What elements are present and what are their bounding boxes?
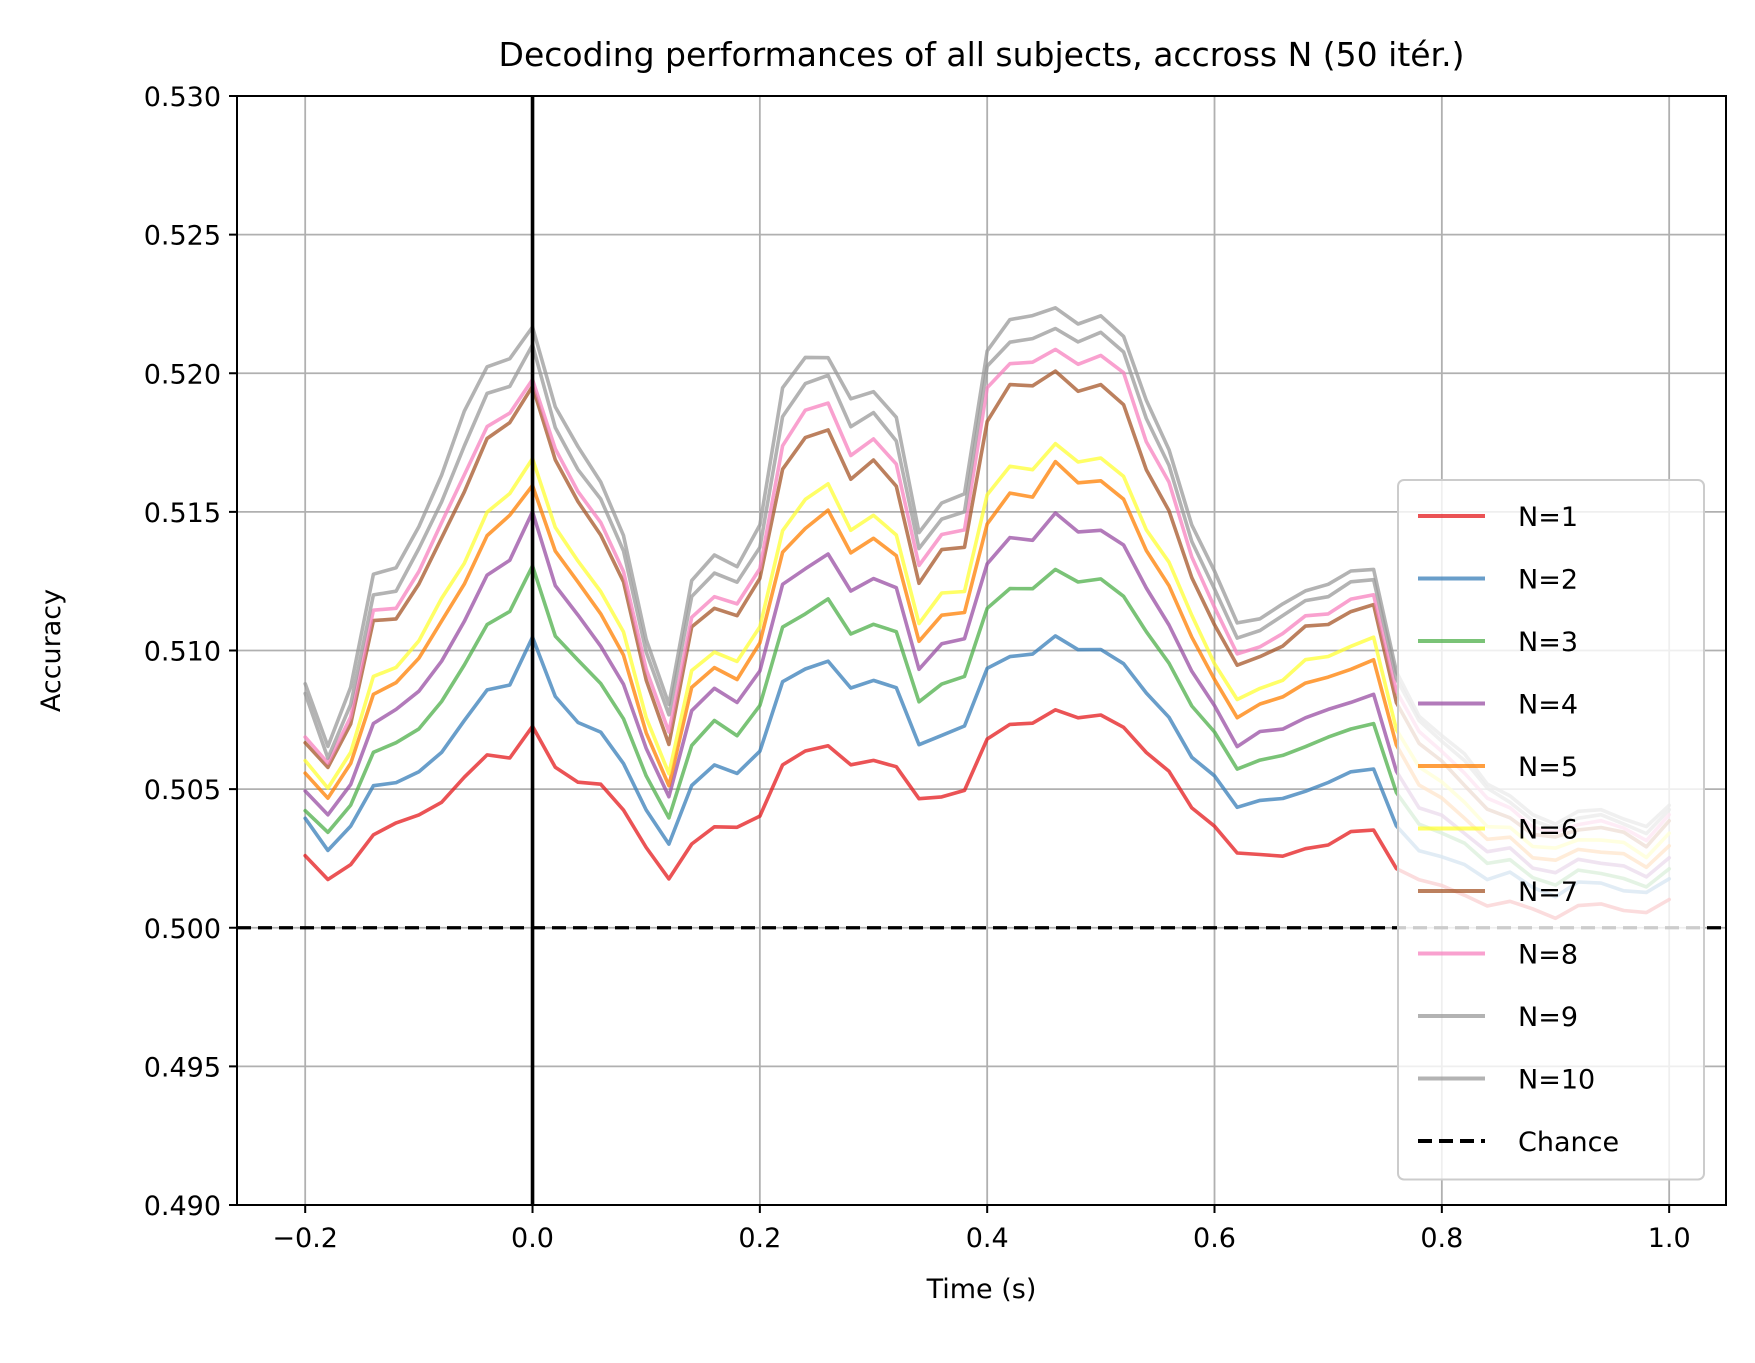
axis-ticks: −0.2 0.0 0.2 0.4 0.6 0.8 1.0 0.490 0.495 0.500 0.5… bbox=[144, 82, 1691, 1254]
y-axis-label: Accuracy bbox=[36, 589, 67, 712]
y-tick-label: 0.530 bbox=[144, 82, 221, 113]
legend-item-n-4-label: N=4 bbox=[1518, 690, 1578, 721]
y-tick-label: 0.500 bbox=[144, 914, 221, 945]
legend-item-n-8-label: N=8 bbox=[1518, 940, 1578, 971]
legend-item-n-7-label: N=7 bbox=[1518, 877, 1578, 908]
legend-item-n-1-label: N=1 bbox=[1518, 502, 1578, 533]
chart-title: Decoding performances of all subjects, a… bbox=[499, 35, 1465, 74]
y-tick-label: 0.520 bbox=[144, 359, 221, 390]
x-tick-label: 0.2 bbox=[738, 1223, 781, 1254]
legend-item-chance-label: Chance bbox=[1518, 1127, 1619, 1158]
y-tick-label: 0.495 bbox=[144, 1052, 221, 1083]
x-tick-label: 1.0 bbox=[1648, 1223, 1691, 1254]
x-tick-label: 0.4 bbox=[966, 1223, 1009, 1254]
legend-item-n-9-label: N=9 bbox=[1518, 1002, 1578, 1033]
legend-item-n-3-label: N=3 bbox=[1518, 627, 1578, 658]
legend-item-n-5-label: N=5 bbox=[1518, 752, 1578, 783]
x-axis-label: Time (s) bbox=[926, 1274, 1037, 1305]
legend-item-n-10-label: N=10 bbox=[1518, 1065, 1595, 1096]
x-tick-label: 0.6 bbox=[1193, 1223, 1236, 1254]
legend: N=1 N=2 N=3 N=4 N=5 N=6 N=7 N=8 N=9 N=10 Chance bbox=[1397, 479, 1705, 1181]
y-tick-label: 0.515 bbox=[144, 498, 221, 529]
y-tick-label: 0.490 bbox=[144, 1191, 221, 1222]
legend-item-n-6-label: N=6 bbox=[1518, 815, 1578, 846]
y-tick-label: 0.525 bbox=[144, 221, 221, 252]
x-tick-label: 0.0 bbox=[511, 1223, 554, 1254]
legend-item-n-2-label: N=2 bbox=[1518, 565, 1578, 596]
y-tick-label: 0.505 bbox=[144, 775, 221, 806]
y-tick-label: 0.510 bbox=[144, 637, 221, 668]
x-tick-label: 0.8 bbox=[1420, 1223, 1463, 1254]
x-tick-label: −0.2 bbox=[272, 1223, 338, 1254]
legend-box bbox=[1397, 479, 1705, 1181]
